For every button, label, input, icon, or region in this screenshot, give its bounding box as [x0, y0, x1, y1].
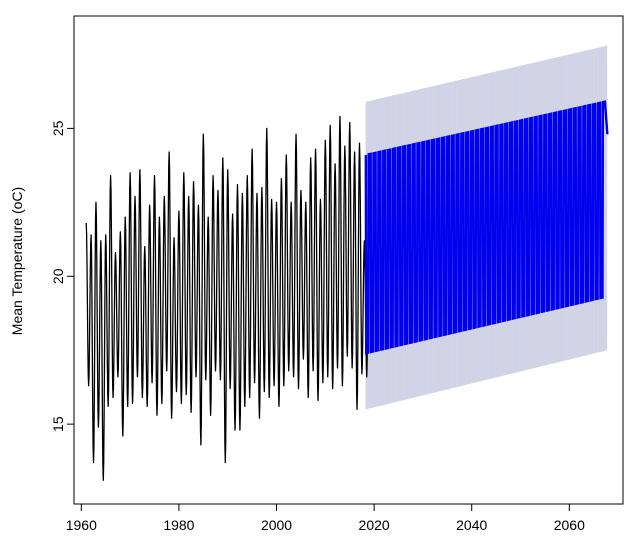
- observed-series-group: [85, 115, 370, 481]
- x-tick-label: 1980: [163, 517, 194, 533]
- x-tick-label: 2060: [554, 517, 585, 533]
- forecast-series-group: [364, 100, 609, 355]
- x-tick-label: 2020: [359, 517, 390, 533]
- forecast-series-line: [364, 100, 609, 355]
- x-axis: 1960 1980 2000 2020 2040 2060: [66, 503, 585, 533]
- x-tick-label: 2000: [261, 517, 292, 533]
- y-tick-label: 15: [50, 416, 66, 432]
- x-tick-label: 1960: [66, 517, 97, 533]
- observed-series-line: [85, 115, 370, 481]
- y-axis: 15 20 25: [50, 120, 74, 432]
- x-tick-label: 2040: [456, 517, 487, 533]
- y-tick-label: 25: [50, 120, 66, 136]
- y-tick-label: 20: [50, 268, 66, 284]
- y-axis-title: Mean Temperature (oC): [9, 187, 25, 335]
